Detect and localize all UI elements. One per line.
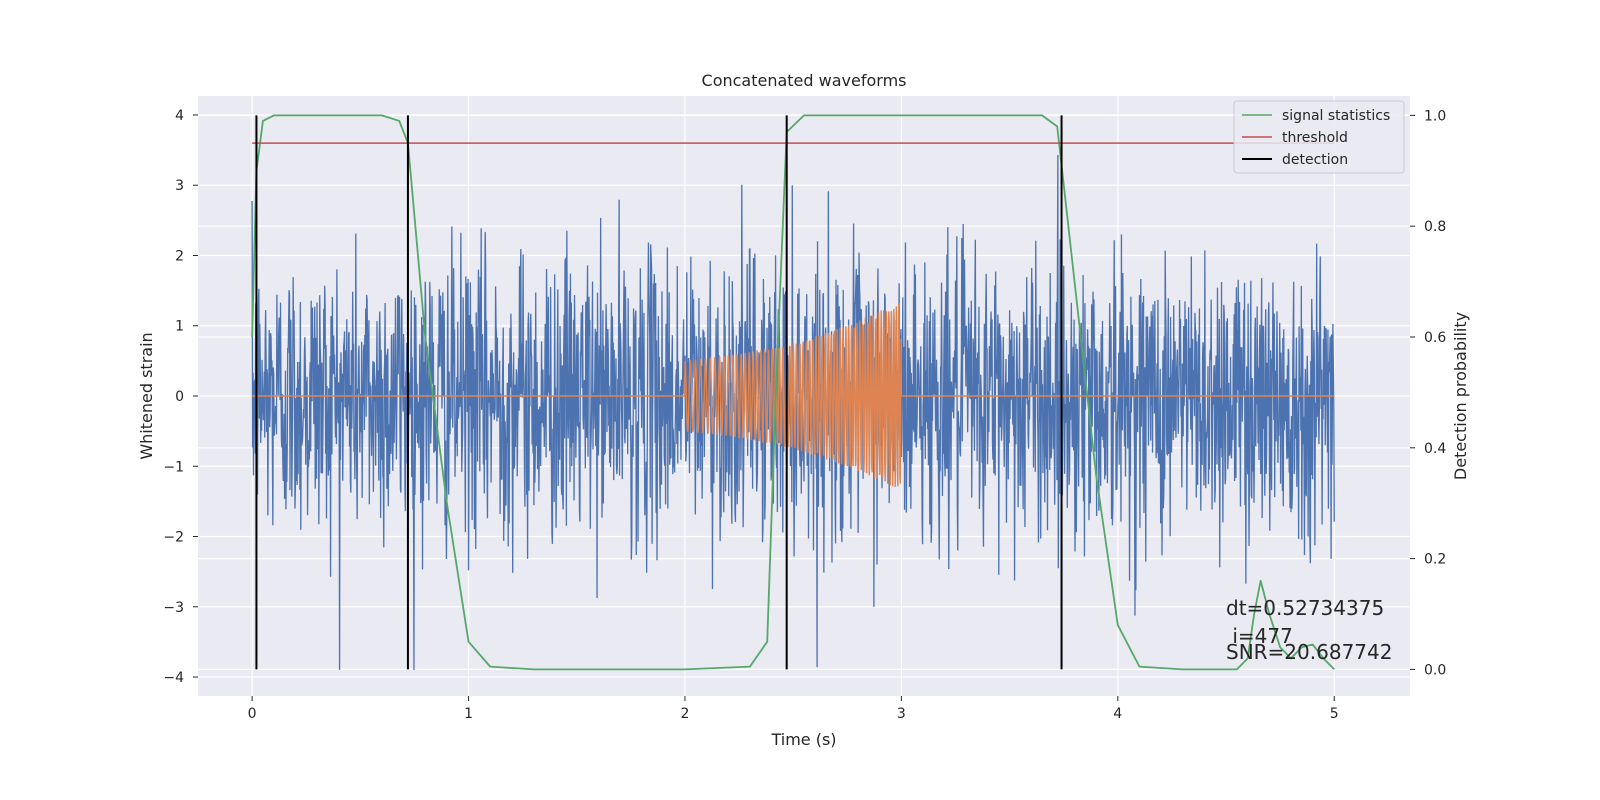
x-tick-label: 0	[248, 706, 257, 722]
annotation-index: i=477	[1226, 624, 1293, 648]
y-tick-label: 1	[175, 319, 184, 335]
y-tick-label: 3	[175, 178, 184, 194]
signal-statistics-line	[251, 114, 1335, 671]
y2-axis-ticks: 0.0 0.2 0.4 0.6 0.8 1.0	[1410, 108, 1446, 678]
y-axis-ticks: −4 −3 −2 −1 0 1 2 3 4	[163, 108, 198, 686]
y-tick-label: −2	[163, 530, 184, 546]
y2-tick-label: 1.0	[1424, 108, 1446, 124]
y-tick-label: 0	[175, 389, 184, 405]
y2-axis-label: Detection probability	[1451, 312, 1470, 480]
y-tick-label: −4	[163, 670, 184, 686]
y2-tick-label: 0.6	[1424, 330, 1446, 346]
legend-label-signal-statistics: signal statistics	[1282, 108, 1390, 124]
y2-tick-label: 0.0	[1424, 662, 1446, 678]
annotation-dt: dt=0.52734375	[1226, 596, 1384, 620]
chart-title: Concatenated waveforms	[702, 71, 907, 90]
y-tick-label: 2	[175, 248, 184, 264]
x-tick-label: 4	[1113, 706, 1122, 722]
legend-label-detection: detection	[1282, 152, 1348, 168]
legend-label-threshold: threshold	[1282, 130, 1348, 146]
strain-series	[251, 155, 1335, 671]
y-tick-label: −3	[163, 600, 184, 616]
x-axis-label: Time (s)	[770, 730, 836, 749]
x-tick-label: 5	[1330, 706, 1339, 722]
detection-series	[255, 115, 1063, 670]
x-tick-label: 2	[681, 706, 690, 722]
legend-box	[1233, 100, 1405, 174]
y2-tick-label: 0.8	[1424, 219, 1446, 235]
y-axis-label: Whitened strain	[137, 332, 156, 459]
x-tick-label: 3	[897, 706, 906, 722]
y-tick-label: −1	[163, 459, 184, 475]
y2-tick-label: 0.4	[1424, 441, 1446, 457]
x-tick-label: 1	[464, 706, 473, 722]
x-axis-ticks: 0 1 2 3 4 5	[248, 696, 1339, 722]
annotation-snr: SNR=20.687742	[1226, 640, 1392, 664]
y2-tick-label: 0.2	[1424, 552, 1446, 568]
y-tick-label: 4	[175, 108, 184, 124]
strain-line	[251, 155, 1335, 671]
legend: signal statistics threshold detection	[1233, 100, 1405, 174]
signal-statistics-series	[251, 114, 1335, 671]
